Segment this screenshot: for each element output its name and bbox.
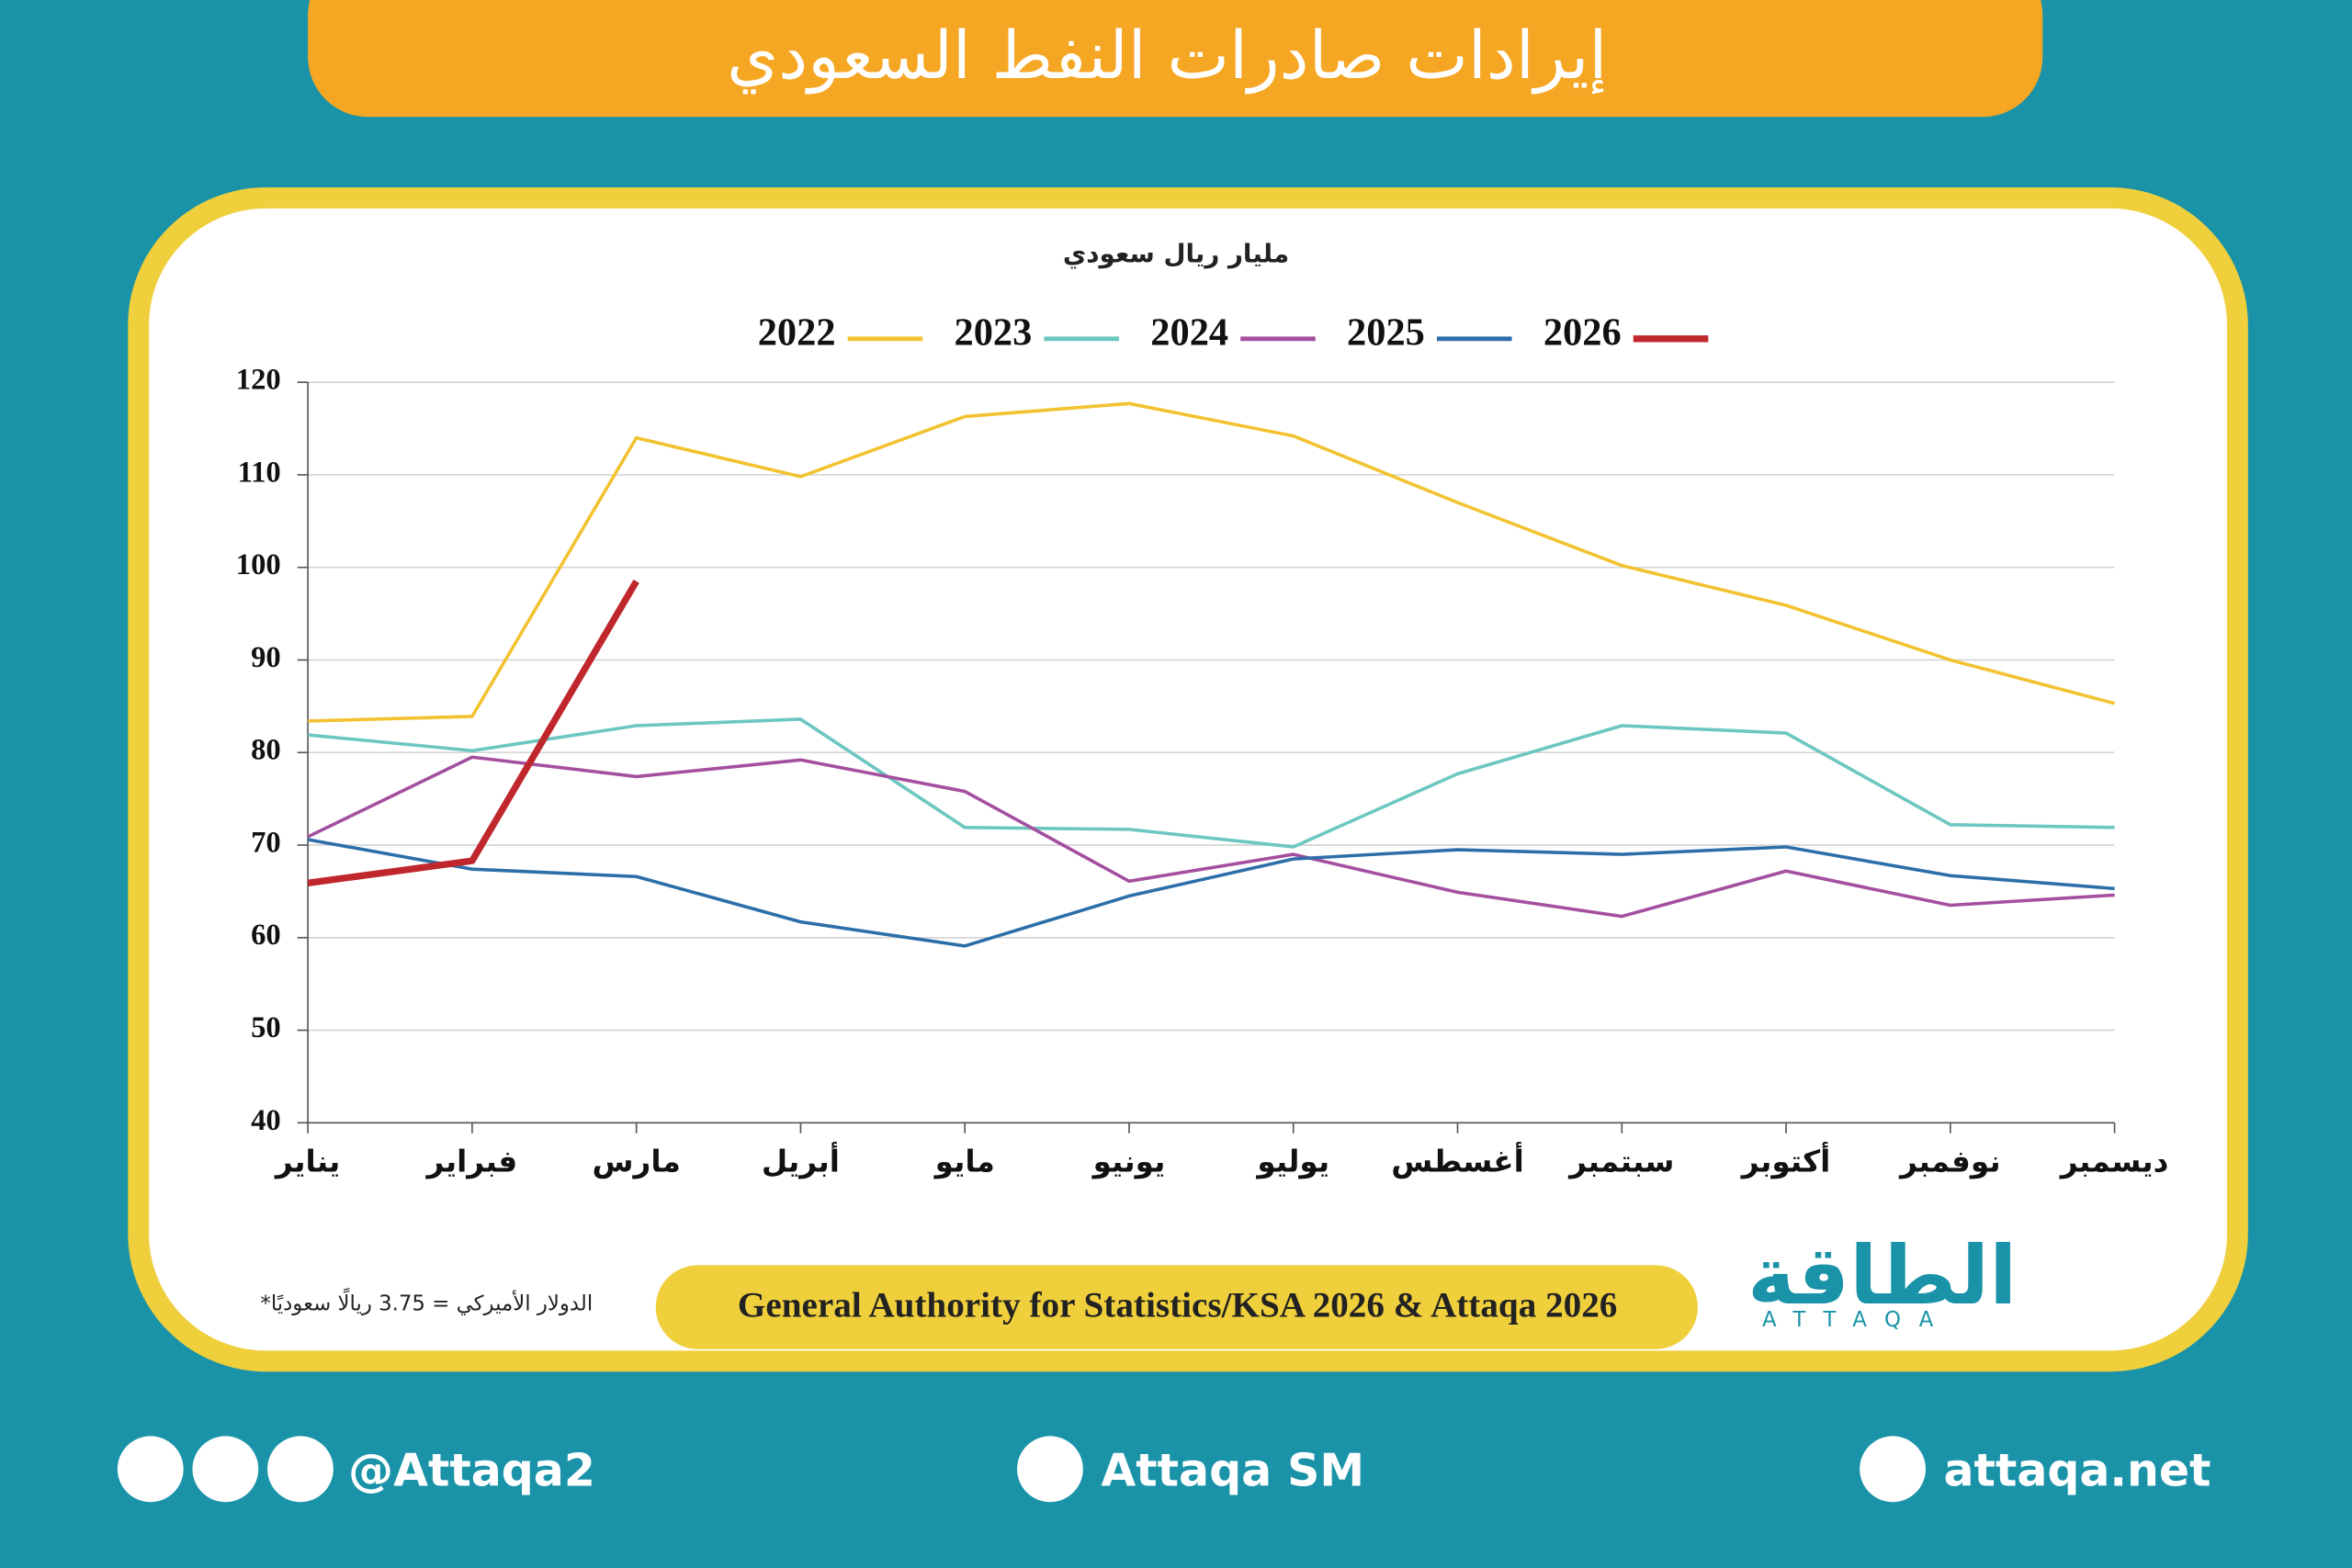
card (128, 186, 2248, 1372)
x-tick-label: أغسطس (1391, 1141, 1524, 1179)
logo: الطاقة (1747, 1228, 2017, 1323)
series-line (307, 838, 2115, 948)
logo-latin: ATTAQA (1762, 1308, 1951, 1332)
note: *الدولار الأميركي = 3.75 ريالًا سعوديًا (260, 1288, 593, 1315)
x-tick-label: مايو (933, 1144, 995, 1179)
source: General Authority for Statistics/KSA 202… (738, 1286, 1617, 1325)
series-line (307, 579, 639, 886)
x-tick-label: يناير (274, 1144, 340, 1179)
x-tick-label: أكتوبر (1740, 1141, 1830, 1179)
x-tick-label: نوفمبر (1898, 1144, 2001, 1179)
y-tick-label: 120 (236, 364, 281, 397)
x-icon[interactable] (117, 1436, 184, 1503)
website: attaqa.net (1944, 1445, 2211, 1497)
social-handle: @Attaqa2 (348, 1445, 595, 1497)
x-tick-label: سبتمبر (1567, 1144, 1674, 1179)
y-tick-label: 70 (251, 826, 281, 859)
series-line (307, 755, 2115, 919)
y-tick-label: 90 (251, 641, 281, 674)
y-tick-label: 50 (251, 1011, 281, 1044)
series-line (308, 401, 2116, 723)
x-tick-label: فبراير (425, 1144, 518, 1179)
x-tick-label: يوليو (1255, 1144, 1329, 1179)
title-banner (308, 0, 2043, 118)
x-tick-label: أبريل (762, 1141, 840, 1179)
youtube-icon[interactable] (1017, 1436, 1083, 1503)
x-tick-label: مارس (593, 1144, 681, 1179)
legend-label: 2025 (1347, 310, 1425, 354)
legend-label: 2022 (758, 310, 836, 354)
facebook-icon[interactable] (267, 1436, 334, 1503)
subtitle: مليار ريال سعودي (1063, 238, 1289, 268)
y-tick-label: 40 (251, 1104, 281, 1137)
title: إيرادات صادرات النفط السعودي (727, 17, 1607, 95)
x-tick-label: ديسمبر (2059, 1144, 2169, 1179)
x-tick-label: يونيو (1091, 1144, 1166, 1179)
y-tick-label: 60 (251, 919, 281, 952)
source-pill (655, 1265, 1698, 1349)
web-icon[interactable] (1860, 1436, 1926, 1503)
youtube-name: Attaqa SM (1101, 1445, 1364, 1497)
legend-label: 2023 (954, 310, 1032, 354)
legend-label: 2024 (1150, 310, 1228, 354)
legend-label: 2026 (1544, 310, 1622, 354)
y-tick-label: 110 (238, 456, 281, 489)
series-line (307, 717, 2115, 849)
instagram-icon[interactable] (192, 1436, 259, 1503)
y-tick-label: 80 (251, 734, 281, 767)
y-tick-label: 100 (236, 548, 281, 581)
